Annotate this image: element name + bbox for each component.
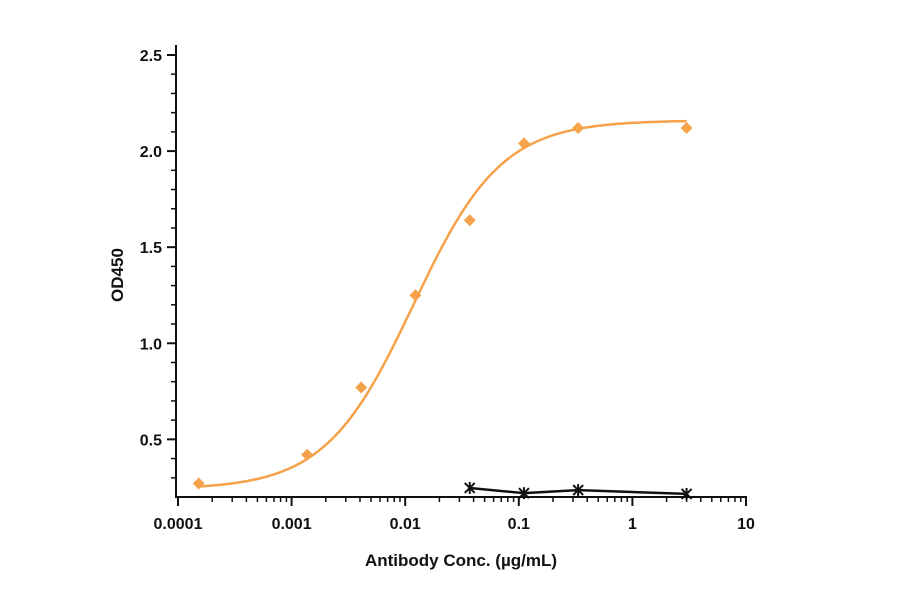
- data-point: [680, 487, 693, 500]
- y-tick-label: 1.5: [140, 240, 162, 257]
- y-axis-label: OD450: [108, 248, 127, 302]
- y-tick-label: 2.5: [140, 48, 162, 65]
- data-point: [409, 289, 422, 302]
- data-point: [572, 122, 585, 135]
- data-point: [192, 477, 205, 490]
- x-tick-label: 0.0001: [154, 516, 203, 533]
- data-point: [355, 381, 368, 394]
- marks: [192, 119, 693, 500]
- x-tick-label: 0.01: [390, 516, 421, 533]
- x-tick-label: 1: [628, 516, 637, 533]
- data-point: [463, 214, 476, 227]
- y-tick-label: 0.5: [140, 432, 162, 449]
- x-tick-label: 0.1: [508, 516, 530, 533]
- fit-curve: [198, 119, 687, 488]
- x-axis-label: Antibody Conc. (µg/mL): [365, 551, 557, 570]
- axes: 0.0001 0.001 0.01 0.1 1 10 0.5 1.0 1.5 2.0 2.5: [140, 45, 755, 533]
- data-point: [518, 487, 530, 500]
- x-tick-label: 10: [737, 516, 755, 533]
- data-point: [464, 481, 476, 494]
- y-tick-label: 2.0: [140, 144, 162, 161]
- data-point: [680, 122, 693, 135]
- data-point: [301, 448, 314, 461]
- data-point: [572, 484, 584, 497]
- y-tick-label: 1.0: [140, 336, 162, 353]
- x-tick-label: 0.001: [272, 516, 312, 533]
- data-point: [517, 137, 530, 150]
- series-line: [469, 486, 687, 496]
